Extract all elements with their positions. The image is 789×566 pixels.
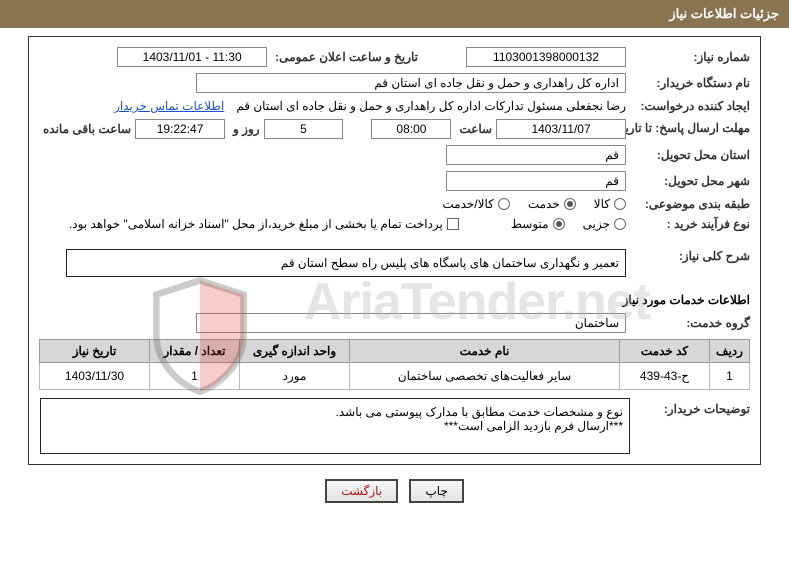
days-and-word: روز و bbox=[229, 122, 260, 136]
cell-need-date: 1403/11/30 bbox=[40, 363, 150, 390]
need-desc-box: تعمیر و نگهداری ساختمان های پاسگاه های پ… bbox=[66, 249, 626, 277]
buyer-notes-box: نوع و مشخصات خدمت مطابق با مدارک پیوستی … bbox=[40, 398, 630, 454]
service-group-field: ساختمان bbox=[196, 313, 626, 333]
announce-datetime-field: 1403/11/01 - 11:30 bbox=[117, 47, 267, 67]
need-desc-text: تعمیر و نگهداری ساختمان های پاسگاه های پ… bbox=[281, 256, 619, 270]
print-button[interactable]: چاپ bbox=[409, 479, 463, 503]
radio-partial[interactable]: جزیی bbox=[583, 217, 626, 231]
cell-qty: 1 bbox=[150, 363, 240, 390]
delivery-province-field: قم bbox=[446, 145, 626, 165]
deadline-time-field: 08:00 bbox=[371, 119, 451, 139]
days-remaining-field: 5 bbox=[264, 119, 344, 139]
need-number-label: شماره نیاز: bbox=[630, 50, 750, 64]
treasury-note: پرداخت تمام یا بخشی از مبلغ خرید،از محل … bbox=[69, 217, 443, 231]
col-qty: تعداد / مقدار bbox=[150, 340, 240, 363]
buyer-org-label: نام دستگاه خریدار: bbox=[630, 76, 750, 90]
col-need-date: تاریخ نیاز bbox=[40, 340, 150, 363]
buyer-org-field: اداره کل راهداری و حمل و نقل جاده ای است… bbox=[196, 73, 626, 93]
buyer-contact-link[interactable]: اطلاعات تماس خریدار bbox=[114, 99, 224, 113]
col-row-no: ردیف bbox=[710, 340, 750, 363]
col-service-name: نام خدمت bbox=[350, 340, 620, 363]
table-row: 1 ح-43-439 سایر فعالیت‌های تخصصی ساختمان… bbox=[40, 363, 750, 390]
page-header: جزئیات اطلاعات نیاز bbox=[0, 0, 789, 28]
table-header-row: ردیف کد خدمت نام خدمت واحد اندازه گیری ت… bbox=[40, 340, 750, 363]
action-bar: چاپ بازگشت bbox=[0, 479, 789, 503]
announce-datetime-label: تاریخ و ساعت اعلان عمومی: bbox=[271, 50, 418, 64]
service-group-label: گروه خدمت: bbox=[630, 316, 750, 330]
requester-label: ایجاد کننده درخواست: bbox=[630, 99, 750, 113]
need-desc-label: شرح کلی نیاز: bbox=[630, 249, 750, 263]
cell-row-no: 1 bbox=[710, 363, 750, 390]
radio-goods[interactable]: کالا bbox=[594, 197, 626, 211]
cell-unit: مورد bbox=[240, 363, 350, 390]
service-table: ردیف کد خدمت نام خدمت واحد اندازه گیری ت… bbox=[39, 339, 750, 390]
purchase-type-label: نوع فرآیند خرید : bbox=[630, 217, 750, 231]
buyer-notes-line1: نوع و مشخصات خدمت مطابق با مدارک پیوستی … bbox=[47, 405, 623, 419]
treasury-checkbox[interactable] bbox=[447, 218, 459, 230]
cell-service-name: سایر فعالیت‌های تخصصی ساختمان bbox=[350, 363, 620, 390]
cell-service-code: ح-43-439 bbox=[620, 363, 710, 390]
need-number-field: 1103001398000132 bbox=[466, 47, 626, 67]
time-word: ساعت bbox=[455, 122, 492, 136]
delivery-city-label: شهر محل تحویل: bbox=[630, 174, 750, 188]
radio-service[interactable]: خدمت bbox=[528, 197, 576, 211]
category-label: طبقه بندی موضوعی: bbox=[630, 197, 750, 211]
back-button[interactable]: بازگشت bbox=[325, 479, 398, 503]
radio-goods-service[interactable]: کالا/خدمت bbox=[442, 197, 509, 211]
deadline-date-field: 1403/11/07 bbox=[496, 119, 626, 139]
service-info-title: اطلاعات خدمات مورد نیاز bbox=[39, 293, 750, 307]
radio-medium[interactable]: متوسط bbox=[511, 217, 565, 231]
buyer-notes-line2: ***ارسال فرم بازدید الزامی است*** bbox=[47, 419, 623, 433]
content-frame: AriaTender.net شماره نیاز: 1103001398000… bbox=[28, 36, 761, 465]
page-title: جزئیات اطلاعات نیاز bbox=[669, 6, 779, 21]
hours-remaining-label: ساعت باقی مانده bbox=[39, 122, 131, 136]
delivery-city-field: قم bbox=[446, 171, 626, 191]
col-service-code: کد خدمت bbox=[620, 340, 710, 363]
deadline-label: مهلت ارسال پاسخ: تا تاریخ: bbox=[630, 121, 750, 137]
hours-remaining-field: 19:22:47 bbox=[135, 119, 225, 139]
buyer-notes-label: توضیحات خریدار: bbox=[630, 398, 750, 416]
requester-value: رضا نجفعلی مسئول تدارکات اداره کل راهدار… bbox=[236, 99, 626, 113]
delivery-province-label: استان محل تحویل: bbox=[630, 148, 750, 162]
col-unit: واحد اندازه گیری bbox=[240, 340, 350, 363]
